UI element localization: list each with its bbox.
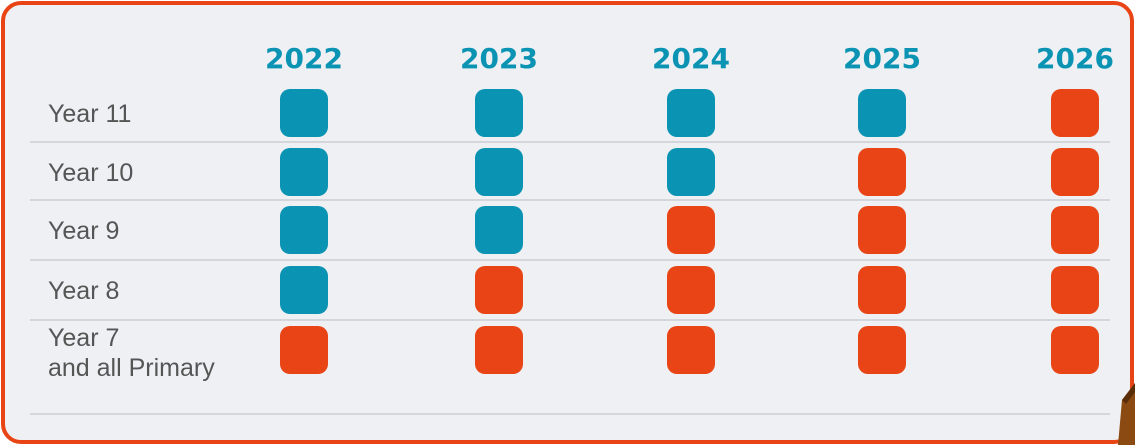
column-header: 2026: [1036, 42, 1114, 75]
row-label: Year 8: [48, 277, 119, 305]
status-cell: [1051, 89, 1099, 137]
row-label: Year 10: [48, 159, 133, 187]
status-cell: [475, 89, 523, 137]
status-cell: [667, 266, 715, 314]
status-cell: [858, 206, 906, 254]
status-cell: [280, 148, 328, 196]
status-cell: [1051, 326, 1099, 374]
column-header: 2022: [265, 42, 343, 75]
column-header: 2024: [652, 42, 730, 75]
status-cell: [858, 148, 906, 196]
page: 2022 2023 2024 2025 2026 Year 11 Year 10 Year 9…: [0, 0, 1135, 445]
status-cell: [858, 326, 906, 374]
status-cell: [280, 89, 328, 137]
status-cell: [667, 326, 715, 374]
row-label: Year 7: [48, 324, 119, 352]
status-cell: [280, 206, 328, 254]
status-cell: [475, 266, 523, 314]
row-label: and all Primary: [48, 354, 215, 382]
status-cell: [475, 206, 523, 254]
status-cell: [1051, 266, 1099, 314]
column-header: 2023: [460, 42, 538, 75]
status-cell: [667, 89, 715, 137]
row-label: Year 9: [48, 217, 119, 245]
schedule: 2022 2023 2024 2025 2026 Year 11 Year 10 Year 9…: [0, 0, 1135, 445]
status-cell: [667, 206, 715, 254]
status-cell: [475, 148, 523, 196]
status-cell: [280, 326, 328, 374]
status-cell: [1051, 206, 1099, 254]
status-cell: [1051, 148, 1099, 196]
column-header: 2025: [843, 42, 921, 75]
status-cell: [858, 89, 906, 137]
status-cell: [475, 326, 523, 374]
status-cell: [667, 148, 715, 196]
status-cell: [858, 266, 906, 314]
row-label: Year 11: [48, 100, 131, 128]
status-cell: [280, 266, 328, 314]
